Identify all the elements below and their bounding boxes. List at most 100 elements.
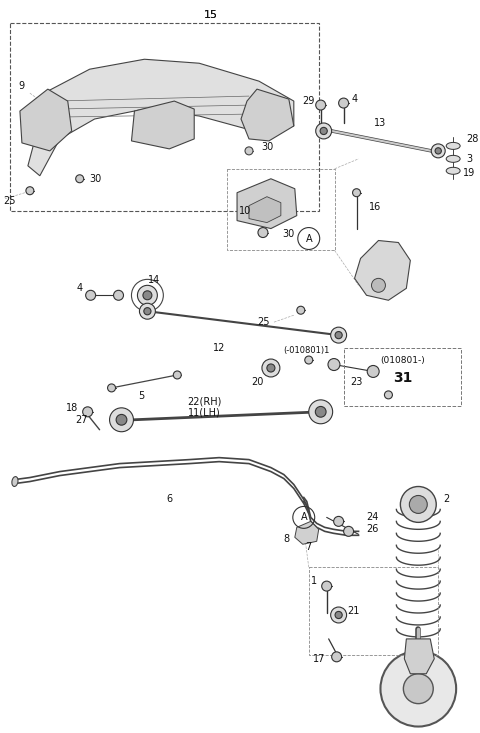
Circle shape [353,188,360,196]
Text: 4: 4 [77,284,83,293]
Text: A: A [300,512,307,523]
Ellipse shape [12,476,18,487]
Text: 17: 17 [312,654,325,664]
Bar [309,567,438,655]
Circle shape [322,581,332,591]
Circle shape [315,406,326,417]
Circle shape [331,607,347,623]
Text: 1: 1 [311,576,317,586]
Text: 19: 19 [463,168,475,178]
Circle shape [400,487,436,523]
Text: 20: 20 [251,377,263,387]
Text: 16: 16 [369,202,381,212]
Text: 24: 24 [367,512,379,523]
Circle shape [144,308,151,314]
Text: 25: 25 [3,196,15,206]
Circle shape [332,652,342,662]
Text: 30: 30 [282,229,294,238]
Polygon shape [241,89,294,141]
Circle shape [409,496,427,513]
Text: 30: 30 [261,142,273,152]
Circle shape [344,526,354,537]
Circle shape [338,98,348,108]
Circle shape [258,227,268,237]
Text: 30: 30 [90,174,102,184]
Circle shape [334,516,344,526]
Circle shape [372,279,385,292]
Text: 6: 6 [166,495,172,504]
Polygon shape [237,179,297,229]
Text: 15: 15 [204,10,218,21]
Circle shape [137,285,157,305]
Text: 18: 18 [66,403,78,413]
Circle shape [173,371,181,379]
Circle shape [435,148,442,154]
Circle shape [431,144,445,158]
Ellipse shape [446,142,460,150]
Text: 12: 12 [213,343,225,353]
Text: 21: 21 [348,606,360,616]
Text: 29: 29 [302,96,315,106]
Text: 13: 13 [374,118,386,128]
Circle shape [297,306,305,314]
Circle shape [331,327,347,343]
Text: 31: 31 [393,371,412,385]
Circle shape [309,400,333,424]
Circle shape [262,359,280,377]
Text: 4: 4 [351,94,358,104]
Circle shape [384,391,393,399]
Polygon shape [404,639,434,674]
Circle shape [116,414,127,425]
Circle shape [85,290,96,301]
Circle shape [316,100,326,110]
Text: 15: 15 [204,10,218,21]
Ellipse shape [446,167,460,174]
Circle shape [114,290,123,301]
Polygon shape [132,101,194,149]
Circle shape [109,408,133,432]
Text: A: A [305,234,312,243]
Circle shape [328,358,340,370]
Circle shape [320,128,327,135]
Text: 2: 2 [443,495,449,504]
Circle shape [367,366,379,377]
Circle shape [267,364,275,372]
Circle shape [76,174,84,183]
Text: 8: 8 [284,534,290,545]
Circle shape [403,674,433,704]
Bar [10,23,319,210]
Text: 23: 23 [350,377,363,387]
Text: 25: 25 [258,317,270,327]
Text: 3: 3 [466,154,472,164]
Text: 14: 14 [148,276,160,285]
Circle shape [305,356,313,364]
Text: 27: 27 [75,415,88,425]
Circle shape [108,384,116,392]
Text: 7: 7 [306,542,312,552]
Circle shape [83,407,93,417]
Circle shape [139,303,156,319]
Polygon shape [355,240,410,301]
Circle shape [316,123,332,139]
Circle shape [26,187,34,195]
Polygon shape [28,59,294,176]
Polygon shape [295,521,319,545]
Circle shape [245,147,253,155]
Polygon shape [249,196,281,223]
Ellipse shape [446,155,460,162]
Circle shape [381,651,456,726]
Text: 10: 10 [239,206,252,216]
Circle shape [143,291,152,300]
Text: (010801-): (010801-) [380,356,425,364]
Text: 22(RH): 22(RH) [187,397,221,407]
Circle shape [335,331,342,339]
Text: 26: 26 [367,524,379,534]
Polygon shape [20,89,72,151]
Text: 5: 5 [138,391,144,401]
Circle shape [335,611,342,619]
Text: 11(LH): 11(LH) [188,408,220,418]
Text: 9: 9 [18,81,24,91]
Text: (-010801)1: (-010801)1 [284,345,330,355]
Bar [344,348,461,406]
Bar [227,169,335,251]
